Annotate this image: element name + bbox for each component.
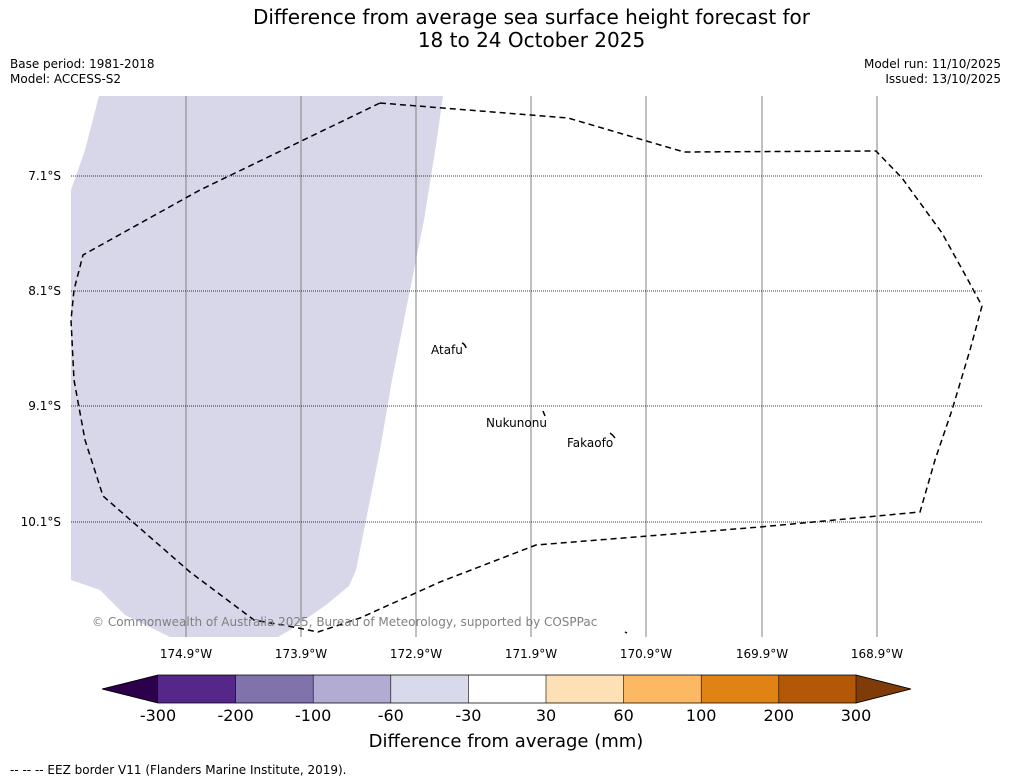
colorbar-tick-label: -60 xyxy=(378,706,404,725)
colorbar-bin xyxy=(468,675,546,703)
colorbar-tick-label: -100 xyxy=(295,706,331,725)
lon-label: 170.9°W xyxy=(620,647,672,661)
colorbar-bin xyxy=(701,675,779,703)
colorbar-outline xyxy=(101,674,912,704)
lon-label: 168.9°W xyxy=(851,647,903,661)
colorbar-tick-labels: -300 -200 -100 -60 -30 30 60 100 200 300 xyxy=(140,706,871,725)
colorbar-tick-label: 200 xyxy=(764,706,795,725)
lat-label: 7.1°S xyxy=(28,169,61,183)
atafu-island xyxy=(461,342,467,349)
colorbar-bin xyxy=(235,675,314,703)
colorbar-over-arrow xyxy=(855,674,912,704)
small-islet xyxy=(624,631,628,634)
title-line-2: 18 to 24 October 2025 xyxy=(417,28,646,52)
colorbar-tick-label: 60 xyxy=(613,706,633,725)
colorbar-bin xyxy=(623,675,702,703)
meridian-lines xyxy=(185,96,878,637)
lon-label: 173.9°W xyxy=(275,647,327,661)
model-run: Model run: 11/10/2025 xyxy=(863,57,1001,71)
lat-label: 9.1°S xyxy=(28,399,61,413)
nukunonu-island xyxy=(542,410,546,417)
meta-left: Base period: 1981-2018 Model: ACCESS-S2 xyxy=(10,57,155,87)
place-label-atafu: Atafu xyxy=(431,343,463,357)
colorbar-bin xyxy=(778,675,857,703)
fakaofo-island xyxy=(609,432,616,439)
map-title: Difference from average sea surface heig… xyxy=(0,6,1011,52)
issued-date: Issued: 13/10/2025 xyxy=(885,72,1001,86)
lon-label: 171.9°W xyxy=(505,647,557,661)
colorbar-bin xyxy=(158,675,236,703)
latitude-labels: 7.1°S 8.1°S 9.1°S 10.1°S xyxy=(21,169,61,529)
lon-label: 169.9°W xyxy=(736,647,788,661)
copyright-text: © Commonwealth of Australia 2025, Bureau… xyxy=(92,615,597,629)
place-label-fakaofo: Fakaofo xyxy=(567,436,613,450)
place-label-nukunonu: Nukunonu xyxy=(486,416,547,430)
title-line-1: Difference from average sea surface heig… xyxy=(252,5,811,29)
anomaly-region xyxy=(71,96,443,637)
lon-label: 172.9°W xyxy=(390,647,442,661)
colorbar-bin xyxy=(390,675,469,703)
eez-border xyxy=(70,102,983,633)
model-name: Model: ACCESS-S2 xyxy=(10,72,122,86)
colorbar-tick-label: 300 xyxy=(841,706,872,725)
colorbar: -300 -200 -100 -60 -30 30 60 100 200 300… xyxy=(101,674,912,752)
longitude-labels: 174.9°W 173.9°W 172.9°W 171.9°W 170.9°W … xyxy=(160,647,903,661)
eez-legend-note: -- -- -- EEZ border V11 (Flanders Marine… xyxy=(10,763,347,777)
colorbar-bin xyxy=(313,675,391,703)
lat-label: 8.1°S xyxy=(28,284,61,298)
colorbar-tick-label: 30 xyxy=(536,706,556,725)
colorbar-tick-label: -30 xyxy=(455,706,481,725)
colorbar-title: Difference from average (mm) xyxy=(369,731,644,752)
colorbar-tick-label: -200 xyxy=(217,706,253,725)
colorbar-tick-label: 100 xyxy=(686,706,717,725)
meta-right: Model run: 11/10/2025 Issued: 13/10/2025 xyxy=(864,57,1001,87)
lon-label: 174.9°W xyxy=(160,647,212,661)
colorbar-dividers xyxy=(235,675,780,703)
lat-label: 10.1°S xyxy=(21,515,61,529)
colorbar-bin xyxy=(546,675,624,703)
colorbar-under-arrow xyxy=(101,674,159,704)
colorbar-tick-label: -300 xyxy=(140,706,176,725)
base-period: Base period: 1981-2018 xyxy=(10,57,155,71)
